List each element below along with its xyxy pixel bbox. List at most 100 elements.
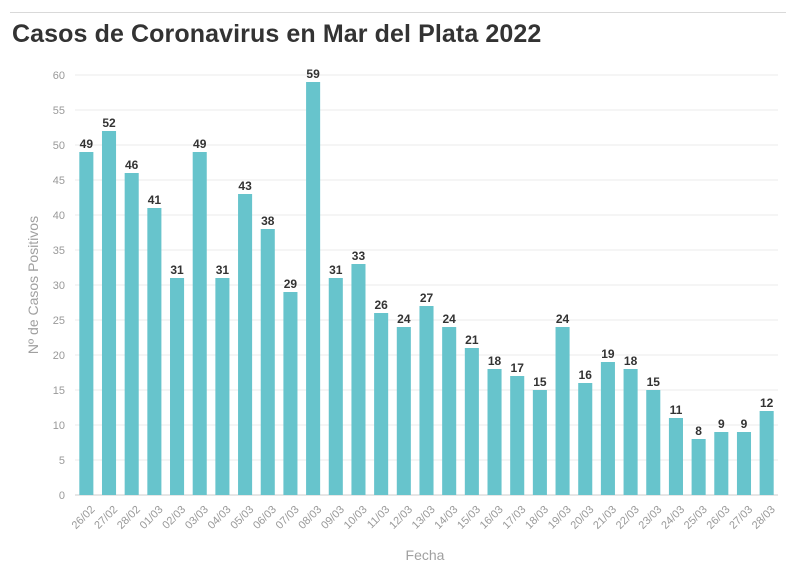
y-tick-label: 10 (53, 420, 65, 432)
bar (691, 439, 706, 495)
data-label: 17 (511, 361, 525, 375)
x-tick-label: 16/03 (478, 504, 506, 532)
y-tick-label: 15 (53, 385, 65, 397)
x-tick-label: 26/02 (70, 504, 98, 532)
bar (351, 264, 366, 495)
y-tick-label: 50 (53, 140, 65, 152)
y-tick-label: 30 (53, 280, 65, 292)
x-tick-label: 02/03 (160, 504, 188, 532)
data-label: 19 (601, 347, 615, 361)
bar (487, 369, 502, 495)
bar (600, 362, 615, 495)
x-tick-label: 05/03 (228, 504, 256, 532)
data-label: 11 (670, 403, 683, 417)
chart-title: Casos de Coronavirus en Mar del Plata 20… (12, 20, 542, 48)
x-tick-label: 15/03 (455, 504, 483, 532)
x-tick-label: 20/03 (569, 504, 597, 532)
x-tick-label: 14/03 (432, 504, 460, 532)
data-label: 12 (760, 396, 774, 410)
data-label: 41 (148, 193, 162, 207)
data-label: 9 (718, 417, 725, 431)
x-tick-label: 03/03 (183, 504, 211, 532)
x-tick-label: 01/03 (138, 504, 166, 532)
x-tick-label: 28/03 (750, 504, 778, 532)
bar (419, 306, 434, 495)
bar (532, 390, 547, 495)
bar (215, 278, 230, 495)
bar (510, 376, 525, 495)
data-label: 15 (533, 375, 547, 389)
x-tick-label: 27/03 (727, 504, 755, 532)
x-tick-label: 07/03 (274, 504, 302, 532)
x-tick-label: 26/03 (705, 504, 733, 532)
data-label: 18 (488, 354, 502, 368)
x-tick-label: 04/03 (206, 504, 234, 532)
data-label: 59 (306, 67, 320, 81)
bars (79, 82, 774, 495)
data-label: 49 (193, 137, 207, 151)
y-tick-label: 35 (53, 245, 65, 257)
data-label: 15 (647, 375, 661, 389)
y-axis-ticks: 0 5 10 15 20 25 30 35 40 45 50 55 60 (53, 70, 65, 502)
x-tick-label: 22/03 (614, 504, 642, 532)
data-label: 29 (284, 277, 298, 291)
x-tick-label: 12/03 (387, 504, 415, 532)
bar (283, 292, 298, 495)
bar (260, 229, 275, 495)
bar (238, 194, 253, 495)
data-label: 9 (741, 417, 748, 431)
x-axis-title: Fecha (406, 547, 445, 563)
data-label: 18 (624, 354, 638, 368)
x-tick-label: 10/03 (342, 504, 370, 532)
x-tick-label: 09/03 (319, 504, 347, 532)
grid-lines (75, 74, 778, 496)
x-tick-label: 23/03 (637, 504, 665, 532)
bar (328, 278, 343, 495)
data-label: 24 (556, 312, 570, 326)
bar (736, 432, 752, 495)
bar (555, 327, 570, 495)
data-label: 21 (465, 333, 479, 347)
data-label: 27 (420, 291, 434, 305)
data-label: 31 (216, 263, 230, 277)
bar (646, 390, 661, 495)
bar (374, 313, 389, 495)
data-label: 24 (442, 312, 456, 326)
data-label: 16 (579, 368, 593, 382)
data-label: 31 (170, 263, 184, 277)
bar (79, 152, 94, 495)
bar (101, 131, 117, 495)
y-tick-label: 20 (53, 350, 65, 362)
y-tick-label: 55 (53, 105, 65, 117)
x-tick-label: 17/03 (500, 504, 528, 532)
bar (464, 348, 479, 495)
x-tick-label: 11/03 (365, 504, 392, 531)
bar (442, 327, 457, 495)
data-label: 38 (261, 214, 275, 228)
bar (623, 369, 638, 495)
data-label: 24 (397, 312, 411, 326)
x-tick-label: 08/03 (296, 504, 324, 532)
data-label: 31 (329, 263, 343, 277)
bar (759, 411, 774, 495)
y-tick-label: 40 (53, 210, 65, 222)
y-axis-title: Nº de Casos Positivos (25, 216, 41, 354)
data-label: 43 (238, 179, 252, 193)
x-tick-label: 27/02 (92, 504, 120, 532)
bar (170, 278, 185, 495)
x-tick-label: 19/03 (546, 504, 574, 532)
data-label: 49 (80, 137, 94, 151)
y-tick-label: 25 (53, 315, 65, 327)
x-tick-label: 18/03 (523, 504, 551, 532)
bar (668, 418, 683, 495)
bar (714, 432, 729, 495)
x-tick-label: 25/03 (682, 504, 710, 532)
y-tick-label: 0 (59, 490, 65, 502)
data-label: 8 (695, 424, 702, 438)
bar (396, 327, 411, 495)
data-labels: 49 52 46 41 31 49 31 43 38 29 59 31 33 26 24 27 24 21 18 17… (80, 67, 774, 438)
y-tick-label: 5 (59, 455, 65, 467)
top-divider (10, 12, 786, 13)
data-label: 26 (374, 298, 388, 312)
